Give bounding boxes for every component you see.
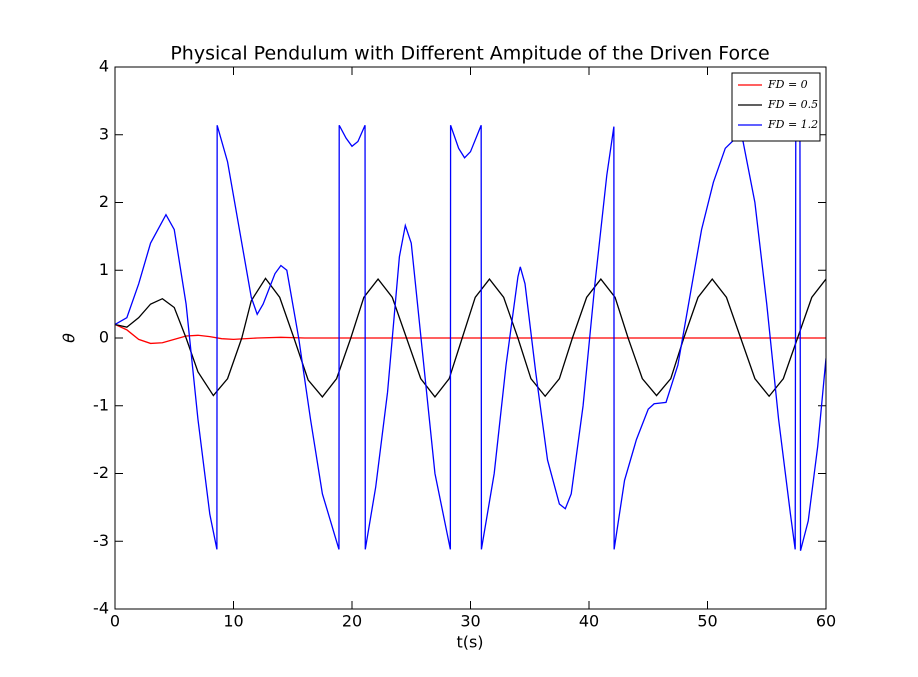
x-tick-label: 10 (223, 612, 243, 631)
x-tick-label: 50 (697, 612, 717, 631)
y-axis-label: θ (60, 333, 79, 343)
y-tick-label: 4 (99, 57, 109, 76)
y-tick-label: -2 (93, 463, 109, 482)
y-tick-label: 2 (99, 192, 109, 211)
x-tick-label: 60 (816, 612, 836, 631)
x-axis-label: t(s) (456, 633, 483, 652)
y-tick-label: -3 (93, 531, 109, 550)
y-tick-label: -1 (93, 395, 109, 414)
chart-title: Physical Pendulum with Different Ampitud… (170, 43, 769, 65)
plot-frame (114, 66, 827, 610)
y-tick-label: -4 (93, 599, 109, 618)
y-tick-label: 3 (99, 124, 109, 143)
x-tick-label: 20 (342, 612, 362, 631)
series-line (115, 277, 826, 398)
x-tick-label: 30 (460, 612, 480, 631)
x-tick-label: 0 (110, 612, 120, 631)
plot (115, 124, 826, 551)
y-tick-label: 0 (99, 328, 109, 347)
legend-frame (731, 72, 821, 142)
legend-label: FD = 0 (767, 78, 808, 91)
y-tick-label: 1 (99, 260, 109, 279)
legend-label: FD = 0.5 (767, 98, 818, 111)
series-line (115, 323, 826, 345)
x-tick-label: 40 (579, 612, 599, 631)
legend-label: FD = 1.2 (767, 118, 818, 131)
series-line (115, 124, 826, 551)
